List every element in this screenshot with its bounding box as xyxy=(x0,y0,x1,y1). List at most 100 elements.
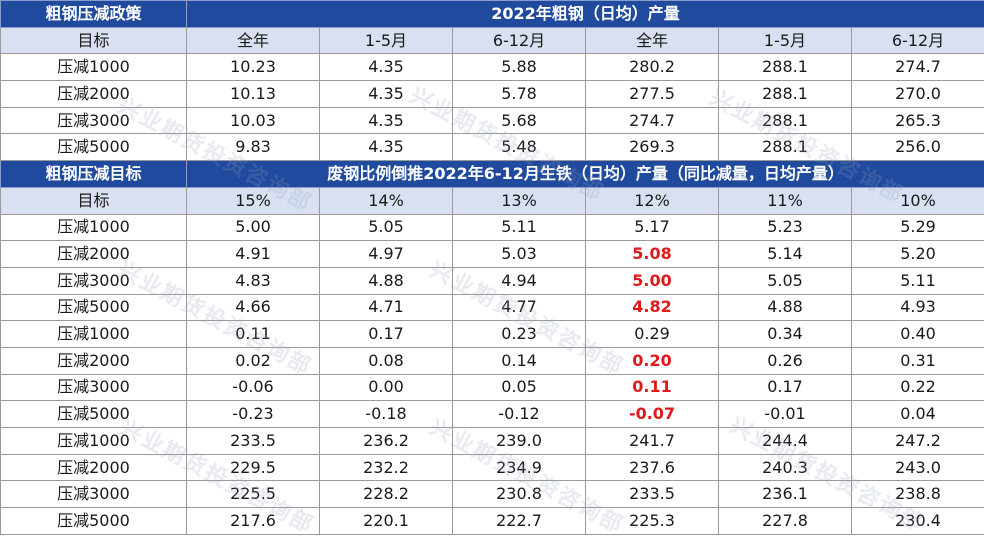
table-cell: 0.00 xyxy=(319,373,453,402)
table-cell: 4.88 xyxy=(319,266,453,295)
table-cell: 5.78 xyxy=(452,80,586,108)
table-cell: 5.20 xyxy=(850,240,984,268)
table-cell: 5.11 xyxy=(452,213,586,242)
table-cell: 233.5 xyxy=(585,480,719,509)
table-cell: 0.20 xyxy=(585,346,719,375)
table-cell: 247.2 xyxy=(850,427,984,455)
table-row: 压减1000 5.00 5.05 5.11 5.17 5.23 5.29 xyxy=(0,213,984,242)
table-row: 压减3000 4.83 4.88 4.94 5.00 5.05 5.11 xyxy=(0,266,984,295)
table-cell: 274.7 xyxy=(585,106,719,135)
table-row: 压减5000 217.6 220.1 222.7 225.3 227.8 230.4 xyxy=(0,507,984,535)
table-cell: 5.17 xyxy=(585,213,719,242)
table-cell: -0.12 xyxy=(452,400,586,428)
table-cell: 5.23 xyxy=(718,213,852,242)
section-title-row: 粗钢压减目标 废钢比例倒推2022年6-12月生铁（日均）产量（同比减量，日均产量… xyxy=(0,160,984,188)
column-header: 10% xyxy=(850,186,984,215)
table-cell: 5.05 xyxy=(718,266,852,295)
column-header: 6-12月 xyxy=(850,26,984,55)
table-cell: 233.5 xyxy=(186,427,320,455)
table-row: 压减2000 10.13 4.35 5.78 277.5 288.1 270.0 xyxy=(0,80,984,108)
column-header: 1-5月 xyxy=(718,26,852,55)
row-label: 压减3000 xyxy=(0,373,187,402)
table-cell: 5.05 xyxy=(319,213,453,242)
table-cell: 0.04 xyxy=(850,400,984,428)
table-cell: 0.17 xyxy=(319,320,453,348)
section-right-title: 废钢比例倒推2022年6-12月生铁（日均）产量（同比减量，日均产量） xyxy=(185,160,984,188)
section-left-title: 粗钢压减目标 xyxy=(0,160,187,188)
table-cell: 5.68 xyxy=(452,106,586,135)
table-cell: 5.14 xyxy=(718,240,852,268)
table-cell: 10.03 xyxy=(186,106,320,135)
section-right-title: 2022年粗钢（日均）产量 xyxy=(185,0,984,28)
table-row: 压减2000 0.02 0.08 0.14 0.20 0.26 0.31 xyxy=(0,346,984,375)
table-cell: 9.83 xyxy=(186,133,320,162)
table-cell: 0.02 xyxy=(186,346,320,375)
table-cell: 4.35 xyxy=(319,106,453,135)
row-label: 压减5000 xyxy=(0,293,187,322)
table-cell: 5.00 xyxy=(585,266,719,295)
table-cell: -0.06 xyxy=(186,373,320,402)
column-header: 6-12月 xyxy=(452,26,586,55)
row-label: 压减1000 xyxy=(0,53,187,82)
table-cell: 4.83 xyxy=(186,266,320,295)
column-header: 14% xyxy=(319,186,453,215)
table-cell: 217.6 xyxy=(186,507,320,535)
row-label: 压减2000 xyxy=(0,240,187,268)
column-header: 目标 xyxy=(0,26,187,55)
column-header: 11% xyxy=(718,186,852,215)
table-cell: 288.1 xyxy=(718,106,852,135)
row-label: 压减5000 xyxy=(0,400,187,428)
table-cell: -0.18 xyxy=(319,400,453,428)
table-cell: 234.9 xyxy=(452,453,586,482)
section-left-title: 粗钢压减政策 xyxy=(0,0,187,28)
section-title-row: 粗钢压减政策 2022年粗钢（日均）产量 xyxy=(0,0,984,28)
row-label: 压减5000 xyxy=(0,507,187,535)
table-cell: 5.00 xyxy=(186,213,320,242)
table-row: 压减5000 -0.23 -0.18 -0.12 -0.07 -0.01 0.04 xyxy=(0,400,984,428)
table-cell: 265.3 xyxy=(850,106,984,135)
table-cell: 228.2 xyxy=(319,480,453,509)
table-cell: 0.34 xyxy=(718,320,852,348)
table-cell: 244.4 xyxy=(718,427,852,455)
table-cell: 0.29 xyxy=(585,320,719,348)
row-label: 压减1000 xyxy=(0,427,187,455)
table-cell: 288.1 xyxy=(718,80,852,108)
table-cell: 10.23 xyxy=(186,53,320,82)
column-header: 全年 xyxy=(585,26,719,55)
table-row: 压减1000 0.11 0.17 0.23 0.29 0.34 0.40 xyxy=(0,320,984,348)
table-cell: 4.66 xyxy=(186,293,320,322)
table-row: 压减3000 10.03 4.35 5.68 274.7 288.1 265.3 xyxy=(0,106,984,135)
table-cell: 0.31 xyxy=(850,346,984,375)
table-cell: 4.88 xyxy=(718,293,852,322)
table-row: 压减1000 233.5 236.2 239.0 241.7 244.4 247.2 xyxy=(0,427,984,455)
table-cell: 269.3 xyxy=(585,133,719,162)
table-cell: 0.17 xyxy=(718,373,852,402)
table-cell: 236.2 xyxy=(319,427,453,455)
table-cell: -0.01 xyxy=(718,400,852,428)
table-cell: 4.94 xyxy=(452,266,586,295)
column-header-row: 目标 全年 1-5月 6-12月 全年 1-5月 6-12月 xyxy=(0,26,984,55)
table-cell: 5.11 xyxy=(850,266,984,295)
table-cell: 4.35 xyxy=(319,133,453,162)
table-cell: 241.7 xyxy=(585,427,719,455)
row-label: 压减5000 xyxy=(0,133,187,162)
table-cell: 0.08 xyxy=(319,346,453,375)
table-cell: 4.91 xyxy=(186,240,320,268)
row-label: 压减3000 xyxy=(0,106,187,135)
table-cell: 4.93 xyxy=(850,293,984,322)
table-cell: 0.11 xyxy=(186,320,320,348)
table-cell: -0.23 xyxy=(186,400,320,428)
table-cell: 0.22 xyxy=(850,373,984,402)
table-cell: 239.0 xyxy=(452,427,586,455)
table-cell: 0.14 xyxy=(452,346,586,375)
table-cell: 0.05 xyxy=(452,373,586,402)
table-row: 压减2000 229.5 232.2 234.9 237.6 240.3 243.0 xyxy=(0,453,984,482)
column-header: 12% xyxy=(585,186,719,215)
table-cell: 5.88 xyxy=(452,53,586,82)
table-cell: 4.82 xyxy=(585,293,719,322)
table-cell: 236.1 xyxy=(718,480,852,509)
table-cell: 240.3 xyxy=(718,453,852,482)
table-row: 压减2000 4.91 4.97 5.03 5.08 5.14 5.20 xyxy=(0,240,984,268)
column-header: 目标 xyxy=(0,186,187,215)
